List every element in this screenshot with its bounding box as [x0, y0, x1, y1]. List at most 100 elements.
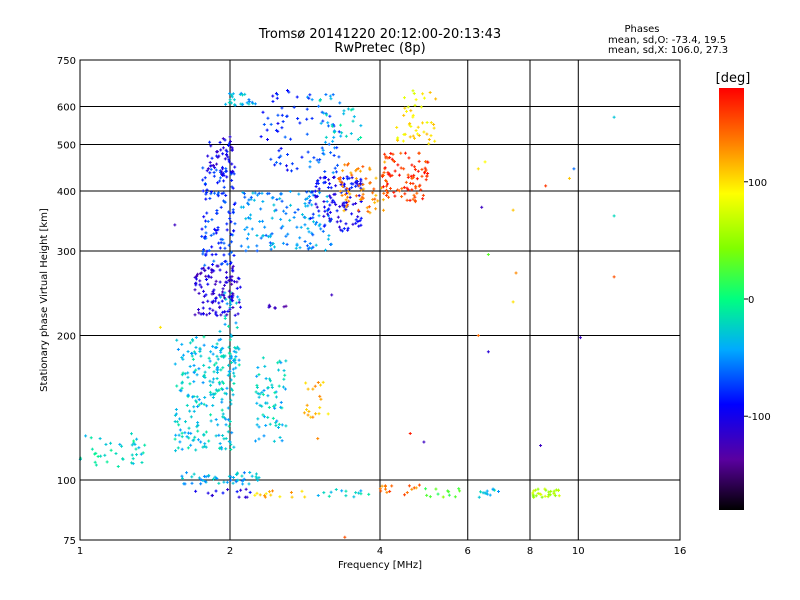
- data-point: [298, 121, 302, 125]
- data-point: [305, 132, 309, 136]
- data-point: [229, 448, 233, 452]
- data-point: [282, 305, 286, 309]
- data-point: [396, 188, 400, 192]
- data-point: [228, 135, 232, 139]
- data-point: [290, 495, 294, 499]
- data-point: [336, 215, 340, 219]
- data-point: [225, 480, 229, 484]
- data-point: [424, 178, 428, 182]
- data-point: [269, 122, 273, 126]
- data-point: [84, 434, 88, 438]
- data-point: [223, 246, 227, 250]
- data-point: [383, 152, 387, 156]
- data-point: [202, 335, 206, 339]
- data-point: [187, 436, 191, 440]
- data-point: [418, 183, 422, 187]
- data-point: [232, 359, 236, 363]
- data-point: [181, 357, 185, 361]
- data-point: [340, 131, 344, 135]
- data-point: [327, 142, 331, 146]
- data-point: [371, 191, 375, 195]
- data-point: [284, 424, 288, 428]
- data-point: [204, 192, 208, 196]
- data-point: [274, 421, 278, 425]
- data-point: [194, 368, 198, 372]
- data-point: [268, 241, 272, 245]
- data-point: [322, 176, 326, 180]
- data-point: [328, 194, 332, 198]
- data-point: [180, 476, 184, 480]
- data-point: [403, 493, 407, 497]
- data-point: [109, 441, 113, 445]
- y-axis-label: Stationary phase Virtual Height [km]: [39, 208, 50, 392]
- data-point: [413, 103, 417, 107]
- data-point: [250, 474, 254, 478]
- data-point: [221, 287, 225, 291]
- data-point: [346, 203, 350, 207]
- data-point: [222, 355, 226, 359]
- data-point: [359, 223, 363, 227]
- data-point: [340, 489, 344, 493]
- data-point: [476, 167, 480, 171]
- data-point: [374, 207, 378, 211]
- data-point: [228, 98, 232, 102]
- data-point: [316, 493, 320, 497]
- data-point: [206, 266, 210, 270]
- data-point: [359, 200, 363, 204]
- data-point: [306, 150, 310, 154]
- data-point: [310, 246, 314, 250]
- data-point: [226, 406, 230, 410]
- data-point: [280, 106, 284, 110]
- data-point: [288, 218, 292, 222]
- data-point: [214, 361, 218, 365]
- data-point: [250, 227, 254, 231]
- data-point: [196, 272, 200, 276]
- data-point: [257, 191, 261, 195]
- data-point: [446, 489, 450, 493]
- data-point: [328, 94, 332, 98]
- data-point: [262, 415, 266, 419]
- data-point: [274, 395, 278, 399]
- data-point: [326, 237, 330, 241]
- data-point: [266, 116, 270, 120]
- data-point: [183, 420, 187, 424]
- data-point: [247, 232, 251, 236]
- data-point: [352, 115, 356, 119]
- data-point: [249, 213, 253, 217]
- data-point: [331, 198, 335, 202]
- data-point: [269, 493, 273, 497]
- data-point: [488, 493, 492, 497]
- data-point: [188, 382, 192, 386]
- data-point: [413, 165, 417, 169]
- data-point: [268, 379, 272, 383]
- data-point: [552, 492, 556, 496]
- data-point: [192, 472, 196, 476]
- data-point: [217, 338, 221, 342]
- data-point: [231, 268, 235, 272]
- data-point: [269, 247, 273, 251]
- data-point: [384, 156, 388, 160]
- y-tick-label: 500: [57, 141, 76, 152]
- data-point: [237, 495, 241, 499]
- data-point: [279, 400, 283, 404]
- data-point: [194, 489, 198, 493]
- data-point: [173, 223, 177, 227]
- data-point: [325, 200, 329, 204]
- data-point: [334, 170, 338, 174]
- data-point: [332, 135, 336, 139]
- data-point: [209, 233, 213, 237]
- data-point: [207, 473, 211, 477]
- data-point: [321, 148, 325, 152]
- data-point: [402, 185, 406, 189]
- data-point: [234, 366, 238, 370]
- data-point: [215, 314, 219, 318]
- data-point: [381, 198, 385, 202]
- data-point: [230, 95, 234, 99]
- data-point: [356, 167, 360, 171]
- data-point: [131, 462, 135, 466]
- data-point: [211, 263, 215, 267]
- data-point: [408, 198, 412, 202]
- chart-title: Tromsø 20141220 20:12:00-20:13:43: [258, 27, 501, 42]
- data-point: [224, 270, 228, 274]
- data-point: [190, 475, 194, 479]
